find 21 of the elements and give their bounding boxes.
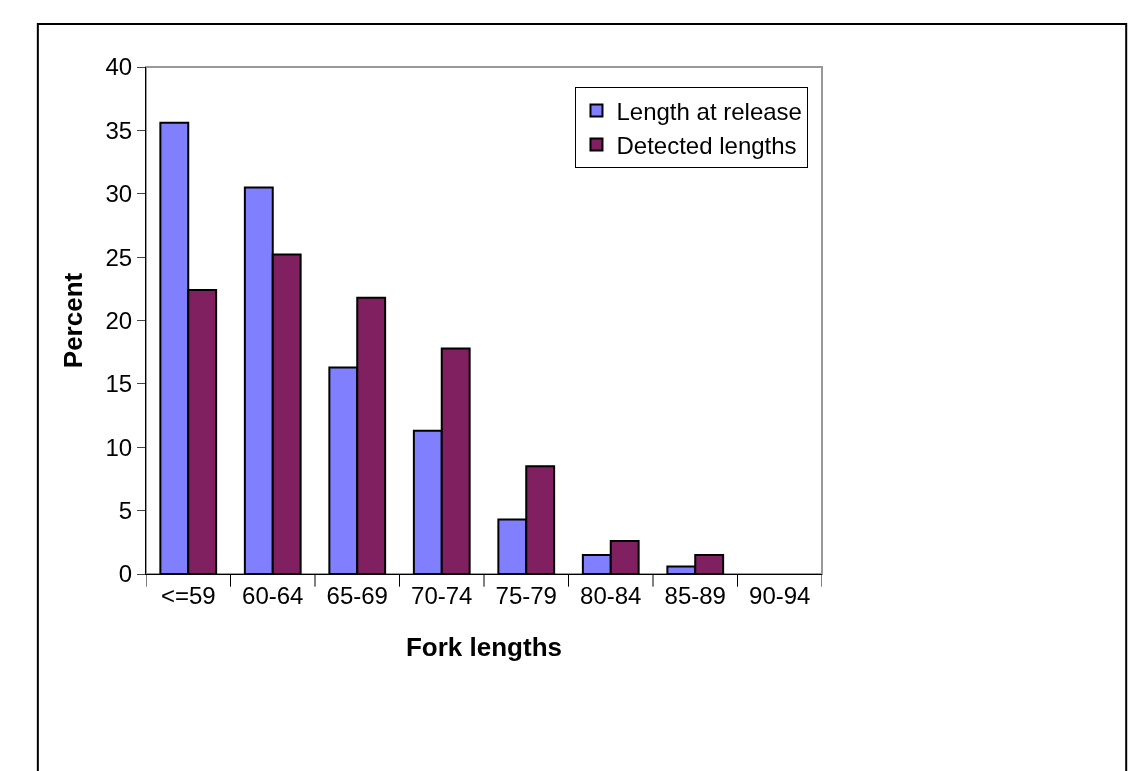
y-tick-label: 25: [105, 243, 133, 271]
x-tick-label: 80-84: [580, 581, 642, 609]
y-tick-label: 10: [105, 433, 133, 461]
x-tick-label: 85-89: [664, 581, 726, 609]
y-tick-label: 20: [105, 306, 133, 334]
x-tick-label: 90-94: [749, 581, 811, 609]
y-tick-label: 0: [118, 560, 133, 588]
y-tick-label: 15: [105, 370, 133, 398]
x-tick-label: <=59: [160, 581, 216, 609]
y-axis-title: Percent: [57, 272, 88, 369]
x-tick-label: 75-79: [495, 581, 557, 609]
legend-label: Detected lengths: [616, 131, 797, 159]
y-tick-label: 5: [118, 497, 133, 525]
x-tick-label: 70-74: [411, 581, 473, 609]
y-tick-label: 40: [105, 53, 133, 81]
y-tick-label: 35: [105, 116, 133, 144]
y-tick-label: 30: [105, 180, 133, 208]
x-axis-title: Fork lengths: [405, 632, 563, 663]
x-tick-label: 65-69: [326, 581, 388, 609]
x-tick-label: 60-64: [242, 581, 304, 609]
legend-label: Length at release: [616, 97, 802, 125]
